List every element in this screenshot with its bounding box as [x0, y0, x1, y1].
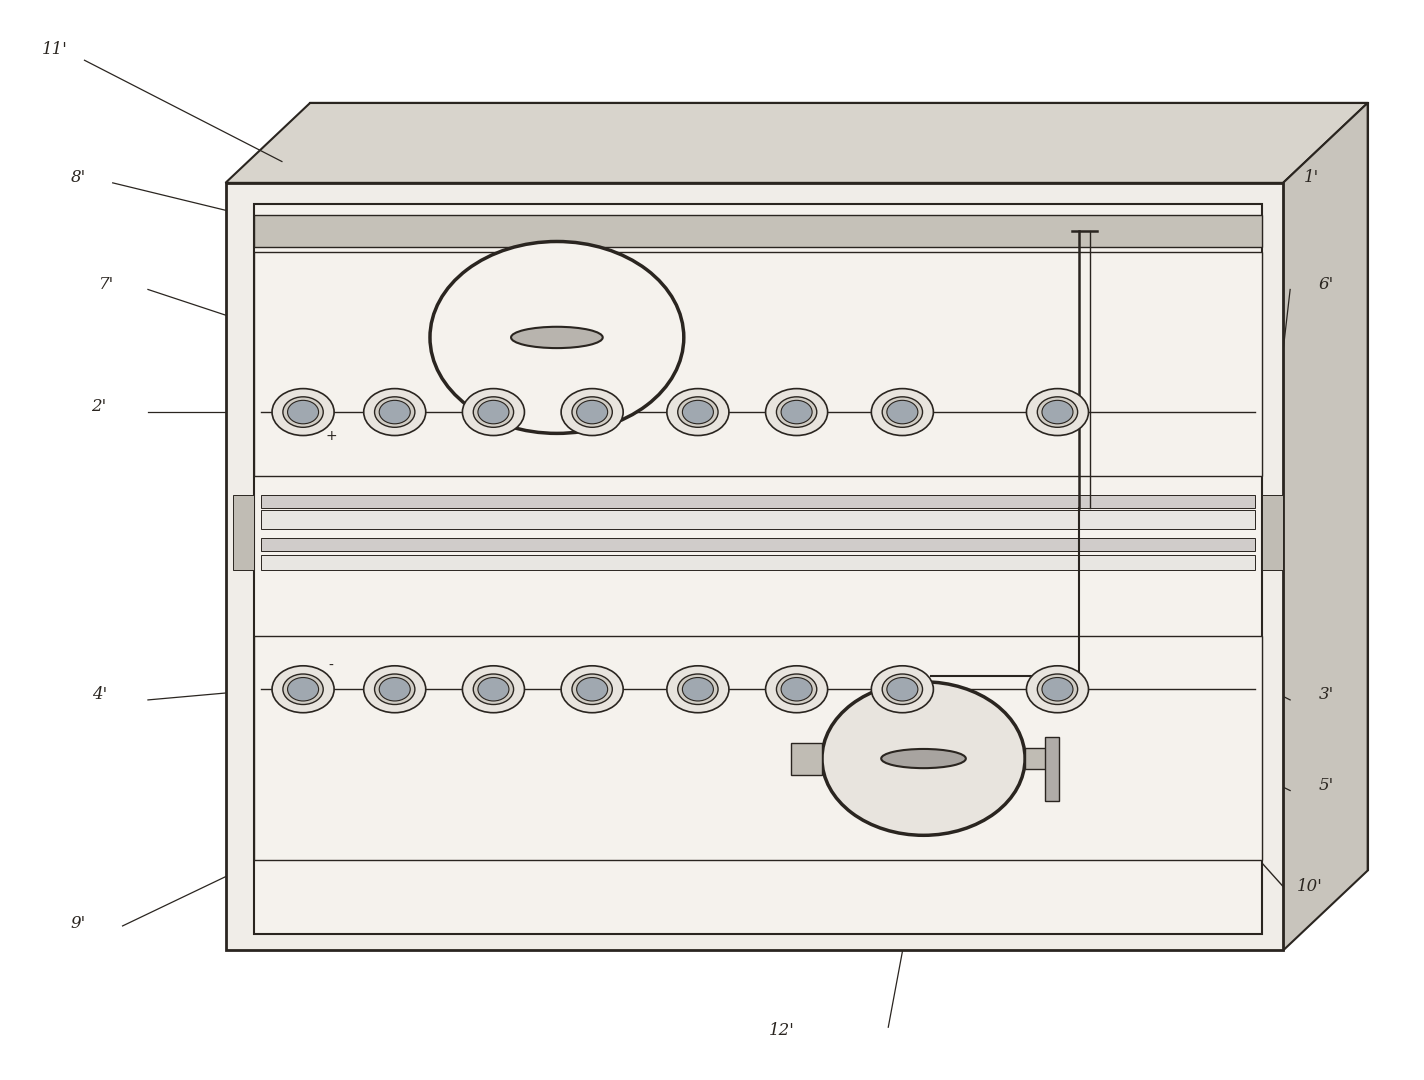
Circle shape	[1027, 389, 1088, 435]
Circle shape	[678, 674, 718, 704]
Circle shape	[379, 677, 410, 701]
Bar	[1025, 747, 1051, 769]
Circle shape	[561, 389, 624, 435]
Circle shape	[463, 389, 524, 435]
Text: 3': 3'	[1319, 686, 1334, 703]
Text: 5': 5'	[1319, 777, 1334, 794]
Ellipse shape	[881, 748, 965, 768]
Circle shape	[883, 396, 923, 428]
Circle shape	[363, 665, 426, 713]
Polygon shape	[1283, 103, 1367, 950]
Bar	[232, 496, 253, 570]
Circle shape	[375, 674, 414, 704]
Bar	[253, 252, 1262, 476]
Circle shape	[561, 665, 624, 713]
Circle shape	[682, 401, 713, 423]
Text: 12': 12'	[769, 1022, 795, 1039]
Text: 11': 11'	[43, 41, 68, 58]
Bar	[790, 743, 822, 774]
Circle shape	[666, 665, 729, 713]
Circle shape	[883, 674, 923, 704]
Bar	[1045, 738, 1059, 801]
Circle shape	[1037, 674, 1078, 704]
Text: 6': 6'	[1319, 275, 1334, 293]
Bar	[261, 496, 1255, 508]
Text: 1': 1'	[1304, 170, 1320, 186]
Bar	[261, 510, 1255, 529]
Circle shape	[1027, 665, 1088, 713]
Bar	[261, 555, 1255, 570]
Circle shape	[463, 665, 524, 713]
Circle shape	[478, 677, 508, 701]
Bar	[253, 636, 1262, 860]
Circle shape	[572, 674, 612, 704]
Circle shape	[375, 396, 414, 428]
Text: 2': 2'	[91, 399, 107, 415]
Circle shape	[430, 242, 684, 433]
Circle shape	[288, 677, 319, 701]
Circle shape	[766, 389, 827, 435]
Bar	[1262, 496, 1283, 570]
Circle shape	[478, 401, 508, 423]
Circle shape	[577, 677, 608, 701]
Circle shape	[887, 677, 918, 701]
Circle shape	[782, 677, 812, 701]
Ellipse shape	[511, 327, 602, 348]
Circle shape	[272, 389, 335, 435]
Circle shape	[572, 396, 612, 428]
Circle shape	[776, 674, 817, 704]
Circle shape	[283, 396, 323, 428]
Circle shape	[766, 665, 827, 713]
Bar	[253, 204, 1262, 934]
Circle shape	[782, 401, 812, 423]
Circle shape	[288, 401, 319, 423]
Circle shape	[1037, 396, 1078, 428]
Circle shape	[1042, 677, 1074, 701]
Text: -: -	[329, 659, 333, 673]
Bar	[253, 215, 1262, 247]
Circle shape	[871, 665, 933, 713]
Text: 8': 8'	[70, 170, 85, 186]
Circle shape	[666, 389, 729, 435]
Bar	[225, 183, 1283, 950]
Circle shape	[678, 396, 718, 428]
Circle shape	[283, 674, 323, 704]
Circle shape	[682, 677, 713, 701]
Circle shape	[1042, 401, 1074, 423]
Circle shape	[272, 665, 335, 713]
Circle shape	[776, 396, 817, 428]
Text: +: +	[326, 429, 337, 443]
Circle shape	[363, 389, 426, 435]
Polygon shape	[225, 103, 1367, 183]
Circle shape	[473, 674, 514, 704]
Circle shape	[473, 396, 514, 428]
Circle shape	[822, 681, 1025, 835]
Text: 4': 4'	[91, 686, 107, 703]
Bar	[261, 538, 1255, 551]
Circle shape	[887, 401, 918, 423]
Text: 7': 7'	[98, 275, 114, 293]
Circle shape	[871, 389, 933, 435]
Circle shape	[379, 401, 410, 423]
Circle shape	[577, 401, 608, 423]
Text: 10': 10'	[1297, 878, 1323, 895]
Text: 9': 9'	[70, 915, 85, 932]
